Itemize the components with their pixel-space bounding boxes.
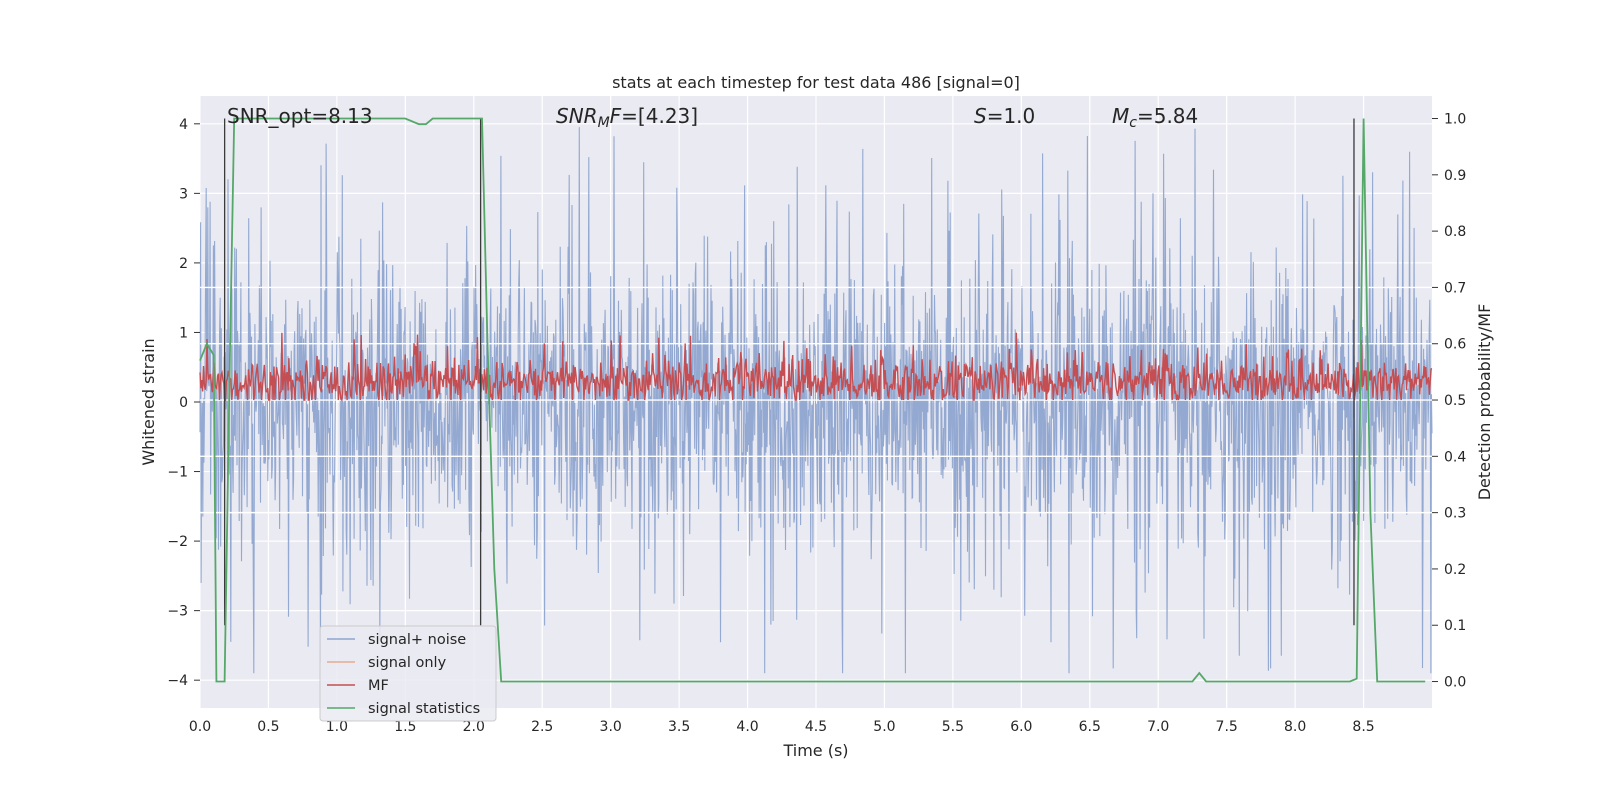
x-tick-label: 5.0 [873, 719, 895, 735]
y-right-tick-label: 0.5 [1444, 393, 1466, 409]
y-ticks-right: 0.0 0.1 0.2 0.3 0.4 0.5 0.6 0.7 0.8 0.9 1.0 [1432, 112, 1466, 691]
x-tick-label: 6.5 [1079, 719, 1101, 735]
y-tick-label: −4 [167, 673, 188, 689]
x-tick-label: 0.0 [189, 719, 211, 735]
y-right-tick-label: 0.9 [1444, 168, 1466, 184]
x-tick-label: 6.0 [1010, 719, 1032, 735]
x-tick-label: 7.5 [1216, 719, 1238, 735]
annotation-s: S=1.0 [974, 104, 1035, 128]
y-right-tick-label: 0.3 [1444, 506, 1466, 522]
x-tick-label: 2.5 [531, 719, 553, 735]
legend-box [319, 625, 497, 722]
signal-statistics-trace [199, 117, 1426, 683]
annotation-mc: Mc=5.84 [1112, 104, 1198, 131]
x-tick-label: 3.0 [600, 719, 622, 735]
y-right-tick-label: 0.8 [1444, 224, 1466, 240]
x-tick-label: 1.5 [394, 719, 416, 735]
y-ticks-left: −4 −3 −2 −1 0 1 2 3 4 [167, 117, 200, 689]
x-tick-label: 2.0 [463, 719, 485, 735]
y-tick-label: 4 [179, 117, 188, 133]
x-tick-label: 4.0 [736, 719, 758, 735]
x-tick-label: 5.5 [942, 719, 964, 735]
y-tick-label: 2 [179, 256, 188, 272]
y-tick-label: −2 [167, 534, 188, 550]
legend: signal+ noise signal only MF signal stat… [319, 625, 497, 722]
legend-label-signal-noise: signal+ noise [368, 632, 466, 648]
legend-label-signal-only: signal only [368, 655, 447, 671]
annotation-snr-opt: SNR_opt=8.13 [227, 104, 373, 128]
series-signal-noise [199, 127, 1433, 674]
vertical-markers [223, 118, 1355, 626]
x-tick-label: 8.0 [1284, 719, 1306, 735]
x-tick-label: 4.5 [805, 719, 827, 735]
y-tick-label: 3 [179, 186, 188, 202]
y-right-tick-label: 1.0 [1444, 112, 1466, 128]
chart-title: stats at each timestep for test data 486… [612, 73, 1020, 92]
y-right-tick-label: 0.6 [1444, 337, 1466, 353]
legend-label-signal-statistics: signal statistics [368, 701, 480, 717]
y-right-tick-label: 0.1 [1444, 618, 1466, 634]
y-tick-label: 1 [179, 325, 188, 341]
y-tick-label: 0 [179, 395, 188, 411]
x-tick-label: 7.0 [1147, 719, 1169, 735]
x-axis-label: Time (s) [782, 741, 848, 760]
y-tick-label: −3 [167, 604, 188, 620]
annotation-snr-mf: SNRMF=[4.23] [556, 104, 698, 131]
y-axis-label-right: Detection probability/MF [1475, 304, 1494, 501]
legend-label-mf: MF [368, 678, 389, 694]
reference-lines [200, 286, 1432, 514]
signal-noise-trace [199, 127, 1433, 674]
x-tick-label: 0.5 [257, 719, 279, 735]
mf-trace [199, 332, 1433, 402]
y-tick-label: −1 [167, 465, 188, 481]
x-tick-label: 1.0 [326, 719, 348, 735]
x-tick-label: 8.5 [1352, 719, 1374, 735]
y-right-tick-label: 0.2 [1444, 562, 1466, 578]
series-mf [199, 332, 1433, 402]
y-right-tick-label: 0.7 [1444, 280, 1466, 296]
series-signal-statistics [199, 117, 1426, 683]
x-ticks: 0.0 0.5 1.0 1.5 2.0 2.5 3.0 3.5 4.0 4.5 5.0 5.5 6.0 6… [189, 719, 1375, 735]
y-right-tick-label: 0.0 [1444, 675, 1466, 691]
y-right-tick-label: 0.4 [1444, 449, 1466, 465]
x-tick-label: 3.5 [668, 719, 690, 735]
y-axis-label: Whitened strain [139, 338, 158, 465]
